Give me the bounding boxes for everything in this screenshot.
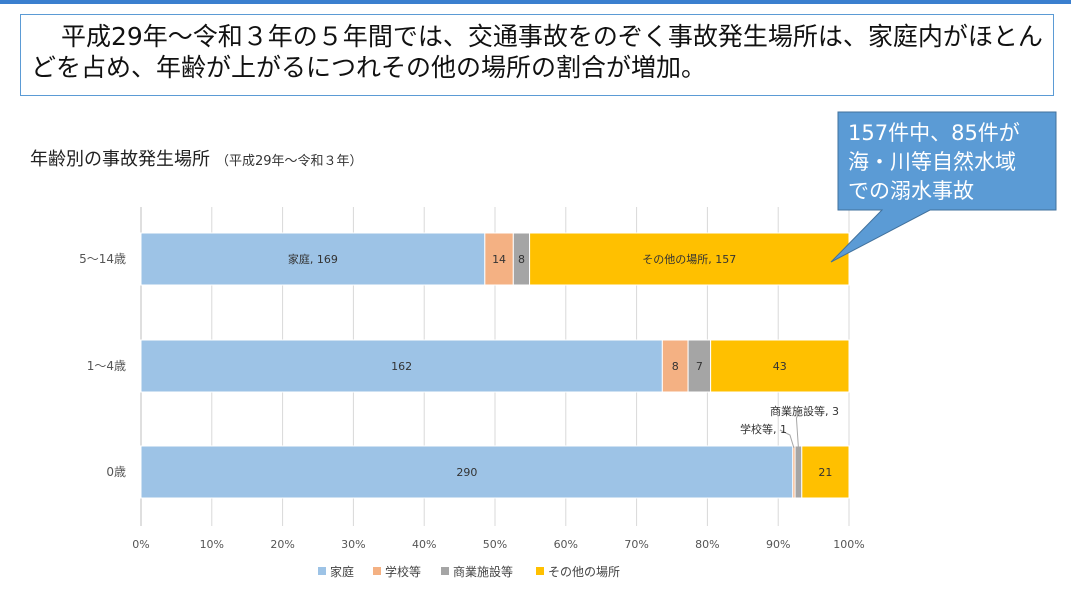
chart-subtitle: （平成29年～令和３年） (216, 154, 363, 169)
callout-text: 海・川等自然水域 (848, 150, 1016, 174)
data-label: 162 (391, 360, 412, 373)
data-label: 8 (672, 360, 679, 373)
leader-line (795, 413, 799, 449)
category-label: 5～14歳 (79, 252, 126, 266)
x-tick-label: 20% (270, 538, 294, 551)
chart-title-block: 年齢別の事故発生場所 （平成29年～令和３年） (30, 145, 363, 171)
data-label: 学校等, 1 (740, 422, 787, 436)
x-tick-label: 40% (412, 538, 436, 551)
data-label: 14 (492, 253, 506, 266)
legend-swatch (318, 567, 326, 575)
top-accent-bar (0, 0, 1071, 4)
x-tick-label: 100% (833, 538, 864, 551)
bar-segment (484, 232, 514, 286)
x-tick-label: 70% (624, 538, 648, 551)
data-label: 43 (773, 360, 787, 373)
legend-label: 家庭 (330, 564, 354, 579)
bar-segment (794, 445, 803, 499)
x-tick-label: 90% (766, 538, 790, 551)
x-tick-label: 0% (132, 538, 149, 551)
bar-segment (710, 339, 850, 393)
bar-segment (140, 232, 486, 286)
callout-text: 157件中、85件が (848, 121, 1020, 145)
bar-segment (661, 339, 689, 393)
legend-swatch (373, 567, 381, 575)
data-label: 7 (696, 360, 703, 373)
chart-title: 年齢別の事故発生場所 (30, 149, 210, 170)
headline-text: 平成29年～令和３年の５年間では、交通事故をのぞく事故発生場所は、家庭内がほとん… (31, 22, 1043, 82)
bar-segment (140, 445, 794, 499)
x-tick-label: 60% (554, 538, 578, 551)
bar-segment (140, 339, 663, 393)
legend-swatch (441, 567, 449, 575)
headline-box: 平成29年～令和３年の５年間では、交通事故をのぞく事故発生場所は、家庭内がほとん… (20, 14, 1054, 96)
x-tick-label: 30% (341, 538, 365, 551)
callout-text: での溺水事故 (848, 179, 974, 203)
data-label: 290 (456, 466, 477, 479)
x-tick-label: 80% (695, 538, 719, 551)
legend-label: その他の場所 (548, 565, 620, 579)
callout-box (830, 111, 1057, 263)
data-label: その他の場所, 157 (642, 253, 736, 266)
bar-segment (529, 232, 850, 286)
data-label: 21 (818, 466, 832, 479)
legend-swatch (536, 567, 544, 575)
leader-line (779, 429, 795, 449)
data-label: 家庭, 169 (288, 252, 338, 266)
data-label: 8 (518, 253, 525, 266)
category-label: 0歳 (106, 465, 126, 479)
category-label: 1～4歳 (87, 359, 126, 373)
bar-segment (801, 445, 850, 499)
data-label: 商業施設等, 3 (770, 404, 839, 418)
x-tick-label: 10% (200, 538, 224, 551)
legend-label: 商業施設等 (453, 564, 513, 579)
legend-label: 学校等 (385, 564, 421, 579)
x-tick-label: 50% (483, 538, 507, 551)
